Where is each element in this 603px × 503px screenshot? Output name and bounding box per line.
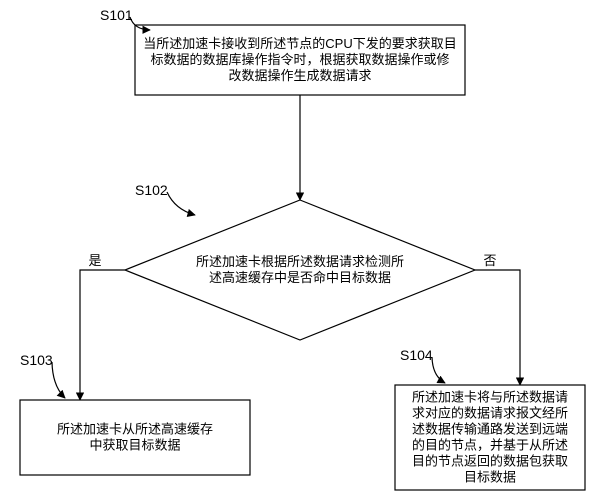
node-text-line: 中获取目标数据 <box>89 438 180 453</box>
node-text-line: 求对应的数据请求报文经所 <box>412 406 568 421</box>
flow-node-s101: 当所述加速卡接收到所述节点的CPU下发的要求获取目标数据的数据库操作指令时，根据… <box>135 25 465 95</box>
node-text-line: 所述加速卡根据所述数据请求检测所 <box>196 254 404 269</box>
flow-node-s103: 所述加速卡从所述高速缓存中获取目标数据 <box>20 400 250 475</box>
node-text-line: 述高速缓存中是否命中目标数据 <box>209 270 391 285</box>
node-text-line: 当所述加速卡接收到所述节点的CPU下发的要求获取目 <box>143 36 456 51</box>
flow-node-s102: 所述加速卡根据所述数据请求检测所述高速缓存中是否命中目标数据 <box>125 200 475 340</box>
node-text-line: 所述加速卡从所述高速缓存 <box>57 422 213 437</box>
step-label-s104: S104 <box>400 347 433 363</box>
flow-node-s104: 所述加速卡将与所述数据请求对应的数据请求报文经所述数据传输通路发送到远端的目的节… <box>395 385 585 490</box>
branch-label: 否 <box>483 253 496 268</box>
branch-label: 是 <box>88 253 101 268</box>
node-text-line: 目的节点返回的数据包获取 <box>412 454 568 469</box>
step-label-s103: S103 <box>20 352 53 368</box>
node-text-line: 改数据操作生成数据请求 <box>228 68 371 83</box>
step-label-s101: S101 <box>100 7 133 23</box>
node-text-line: 目标数据 <box>464 470 516 485</box>
node-text-line: 的目的节点，并基于从所述 <box>412 438 568 453</box>
node-text-line: 所述加速卡将与所述数据请 <box>412 390 568 405</box>
node-text-line: 标数据的数据库操作指令时，根据获取数据操作或修 <box>150 52 449 67</box>
step-label-s102: S102 <box>135 182 168 198</box>
node-text-line: 述数据传输通路发送到远端 <box>412 422 568 437</box>
